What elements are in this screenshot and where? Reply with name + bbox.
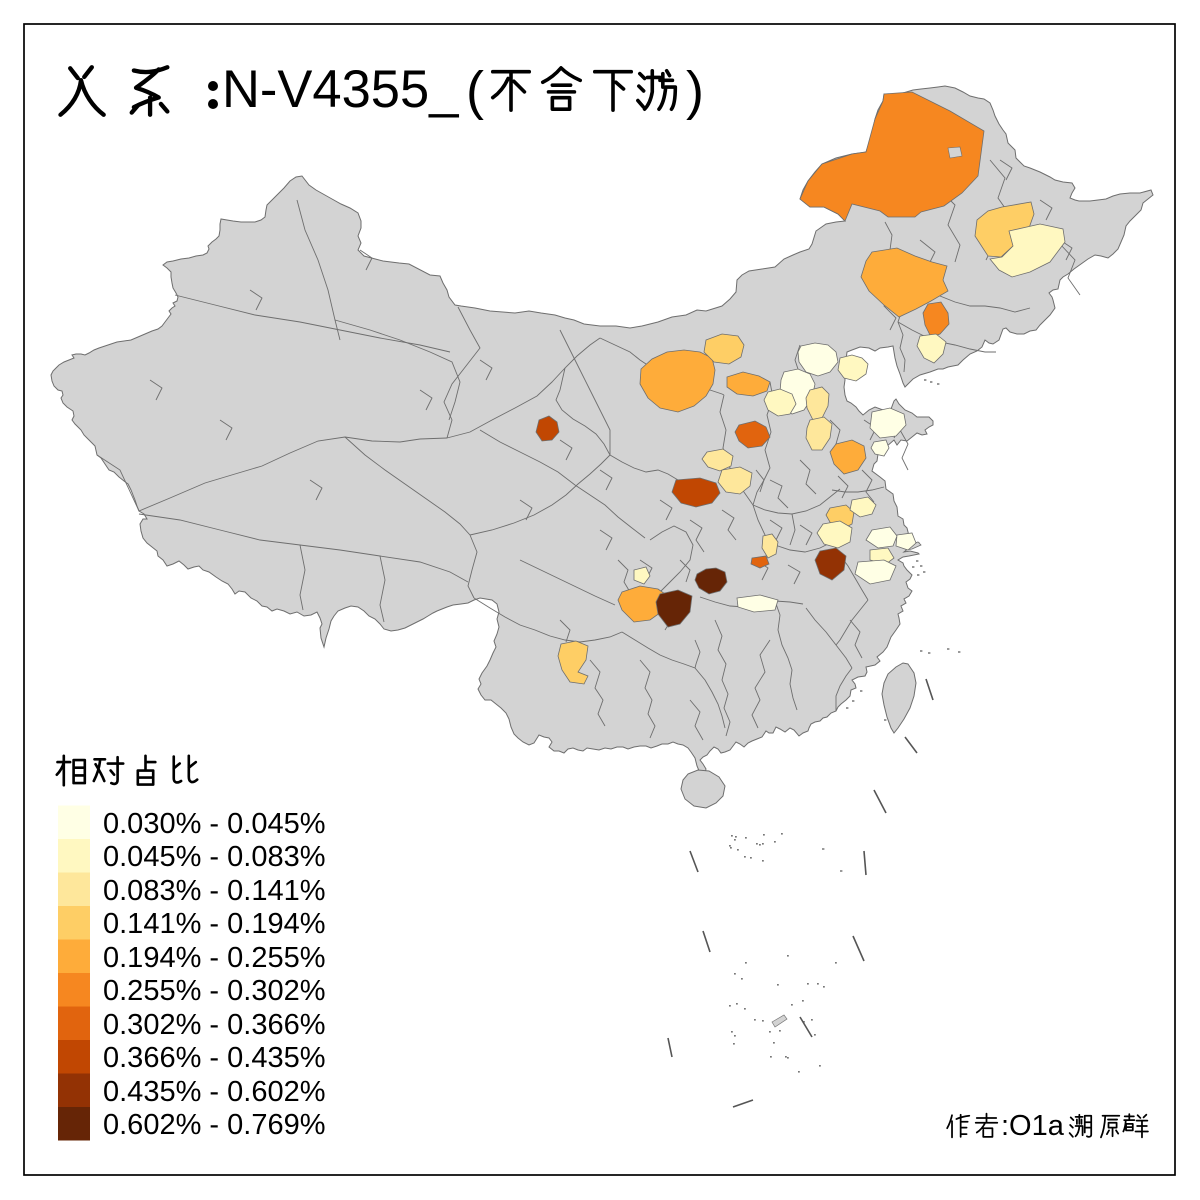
svg-text:0.030% - 0.045%: 0.030% - 0.045% xyxy=(103,808,325,840)
svg-text:0.366% - 0.435%: 0.366% - 0.435% xyxy=(103,1042,325,1074)
svg-text:0.141% - 0.194%: 0.141% - 0.194% xyxy=(103,908,325,940)
svg-text:0.435% - 0.602%: 0.435% - 0.602% xyxy=(103,1076,325,1108)
svg-text:0.083% - 0.141%: 0.083% - 0.141% xyxy=(103,875,325,907)
svg-text:0.194% - 0.255%: 0.194% - 0.255% xyxy=(103,942,325,974)
svg-text::O1a: :O1a xyxy=(1001,1110,1065,1142)
svg-text:): ) xyxy=(686,61,704,121)
svg-text:N-V4355_: N-V4355_ xyxy=(222,60,459,119)
svg-text:0.602% - 0.769%: 0.602% - 0.769% xyxy=(103,1109,325,1141)
svg-text:0.045% - 0.083%: 0.045% - 0.083% xyxy=(103,841,325,873)
svg-text:(: ( xyxy=(466,61,484,121)
svg-text:0.302% - 0.366%: 0.302% - 0.366% xyxy=(103,1009,325,1041)
svg-text:0.255% - 0.302%: 0.255% - 0.302% xyxy=(103,975,325,1007)
